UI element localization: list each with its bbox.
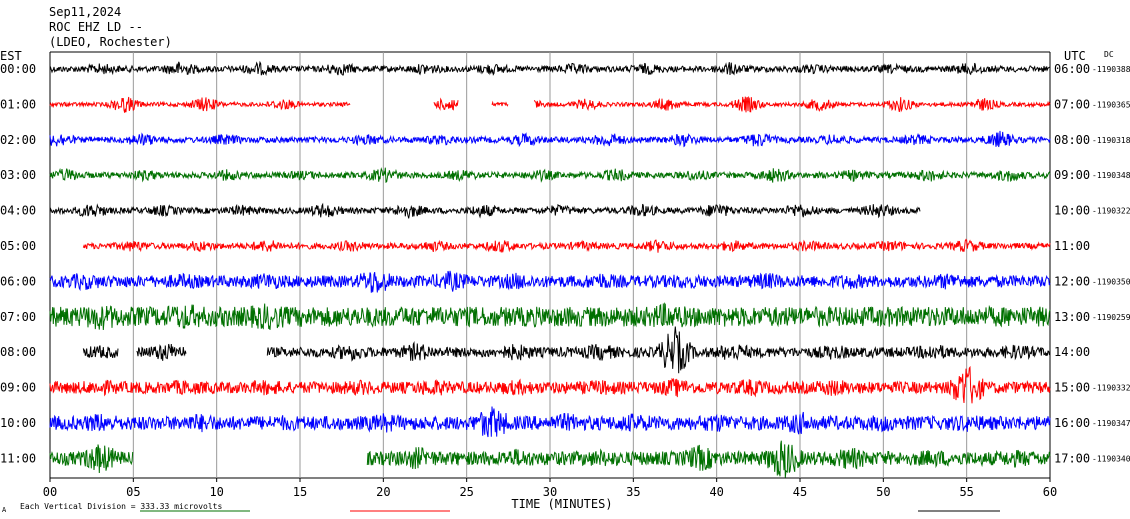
- trace-row: [49, 440, 1051, 478]
- utc-row-label: 16:00: [1054, 416, 1090, 430]
- x-tick-label: 50: [876, 485, 890, 499]
- dc-offset-label: -1190365: [1092, 100, 1130, 109]
- right-timezone-label: UTC: [1064, 49, 1086, 63]
- est-row-label: 01:00: [0, 97, 36, 111]
- dc-offset-label: -1190318: [1092, 136, 1130, 145]
- dc-offset-label: -1190340: [1092, 454, 1130, 463]
- dc-offset-label: -1190388: [1092, 65, 1130, 74]
- dc-offset-label: -1190348: [1092, 171, 1130, 180]
- utc-row-label: 15:00: [1054, 381, 1090, 395]
- est-row-label: 02:00: [0, 133, 36, 147]
- est-row-label: 09:00: [0, 381, 36, 395]
- utc-row-label: 12:00: [1054, 274, 1090, 288]
- trace-row: [82, 238, 1051, 253]
- x-tick-label: 25: [459, 485, 473, 499]
- utc-row-label: 06:00: [1054, 62, 1090, 76]
- dc-offset-label: -1190347: [1092, 419, 1130, 428]
- header-network: (LDEO, Rochester): [49, 35, 172, 49]
- est-row-label: 03:00: [0, 168, 36, 182]
- est-row-label: 06:00: [0, 274, 36, 288]
- est-row-label: 04:00: [0, 204, 36, 218]
- utc-row-label: 13:00: [1054, 310, 1090, 324]
- x-axis-label: TIME (MINUTES): [511, 497, 612, 511]
- scale-note: Each Vertical Division = 333.33 microvol…: [20, 502, 222, 511]
- utc-row-label: 11:00: [1054, 239, 1090, 253]
- est-row-label: 07:00: [0, 310, 36, 324]
- x-tick-label: 15: [293, 485, 307, 499]
- utc-row-label: 10:00: [1054, 204, 1090, 218]
- est-row-label: 00:00: [0, 62, 36, 76]
- utc-row-label: 07:00: [1054, 97, 1090, 111]
- utc-row-label: 08:00: [1054, 133, 1090, 147]
- dc-offset-label: -1190332: [1092, 384, 1130, 393]
- trace-row: [49, 302, 1051, 331]
- x-tick-label: 35: [626, 485, 640, 499]
- trace-row: [49, 406, 1051, 438]
- x-tick-label: 55: [959, 485, 973, 499]
- x-tick-label: 45: [793, 485, 807, 499]
- est-row-label: 08:00: [0, 345, 36, 359]
- trace-row: [49, 167, 1051, 183]
- utc-row-label: 09:00: [1054, 168, 1090, 182]
- x-tick-label: 00: [43, 485, 57, 499]
- trace-row: [49, 60, 1051, 76]
- dc-label: DC: [1104, 50, 1114, 59]
- est-row-label: 10:00: [0, 416, 36, 430]
- utc-row-label: 14:00: [1054, 345, 1090, 359]
- trace-row: [82, 326, 1051, 374]
- est-row-label: 11:00: [0, 451, 36, 465]
- x-tick-label: 60: [1043, 485, 1057, 499]
- vertical-gridlines: [132, 52, 968, 478]
- trace-row: [49, 270, 1051, 293]
- dc-offset-label: -1190350: [1092, 277, 1130, 286]
- header-station: ROC EHZ LD --: [49, 20, 143, 34]
- x-tick-label: 10: [209, 485, 223, 499]
- header-date: Sep11,2024: [49, 5, 121, 19]
- dc-offset-label: -1190259: [1092, 313, 1130, 322]
- x-tick-label: 40: [709, 485, 723, 499]
- x-tick-label: 05: [126, 485, 140, 499]
- corner-mark: A: [2, 506, 7, 514]
- x-tick-label: 30: [543, 485, 557, 499]
- trace-row: [49, 202, 921, 219]
- trace-row: [49, 130, 1051, 148]
- utc-row-label: 17:00: [1054, 451, 1090, 465]
- x-axis-ticks: 00 05 10 15 20 25 30 35 40 45 50 55 60: [43, 478, 1057, 499]
- left-timezone-label: EST: [0, 49, 22, 63]
- dc-offset-label: -1190322: [1092, 207, 1130, 216]
- trace-row: [49, 365, 1051, 404]
- seismic-traces: [49, 60, 1051, 478]
- x-tick-label: 20: [376, 485, 390, 499]
- est-row-label: 05:00: [0, 239, 36, 253]
- trace-row: [49, 95, 1051, 113]
